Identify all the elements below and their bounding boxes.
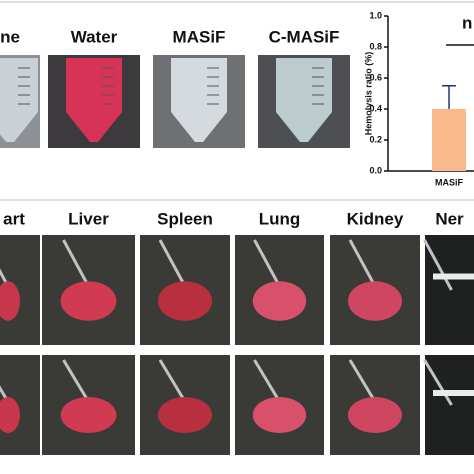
y-tick-label: 0.2 xyxy=(369,134,382,144)
y-tick-label: 0.0 xyxy=(369,165,382,175)
organ xyxy=(0,397,20,433)
organ xyxy=(158,281,212,321)
organ xyxy=(348,281,402,321)
y-axis-label: Hemolysis ratio (%) xyxy=(363,52,373,136)
tube xyxy=(66,58,122,142)
y-tick-label: 0.8 xyxy=(369,41,382,51)
organ xyxy=(252,281,307,321)
tube xyxy=(171,58,227,142)
tube-label: Water xyxy=(71,27,118,46)
tube xyxy=(276,58,332,142)
tube-label: MASiF xyxy=(173,27,226,46)
y-tick-label: 0.6 xyxy=(369,72,382,82)
organ-label: art xyxy=(3,209,25,228)
organ xyxy=(348,397,402,433)
significance-label: n xyxy=(462,13,472,32)
tube-label: ne xyxy=(0,27,20,46)
organ-label: Liver xyxy=(68,209,109,228)
y-tick-label: 0.4 xyxy=(369,103,382,113)
organ-photo xyxy=(425,355,474,455)
x-tick-label: MASiF xyxy=(435,177,464,187)
organ-label: Kidney xyxy=(347,209,404,228)
organ-label: Ner xyxy=(435,209,464,228)
organ xyxy=(158,397,212,433)
organ xyxy=(0,281,20,321)
organ xyxy=(60,281,117,321)
bar xyxy=(432,109,466,171)
y-tick-label: 1.0 xyxy=(369,10,382,20)
forceps xyxy=(423,359,453,406)
organ xyxy=(60,397,117,433)
tube-label: C-MASiF xyxy=(269,27,340,46)
organ-label: Lung xyxy=(259,209,301,228)
tube xyxy=(0,58,38,142)
organ xyxy=(252,397,307,433)
organ-label: Spleen xyxy=(157,209,213,228)
nerve xyxy=(433,390,474,396)
forceps xyxy=(423,239,453,291)
nerve xyxy=(433,273,474,280)
